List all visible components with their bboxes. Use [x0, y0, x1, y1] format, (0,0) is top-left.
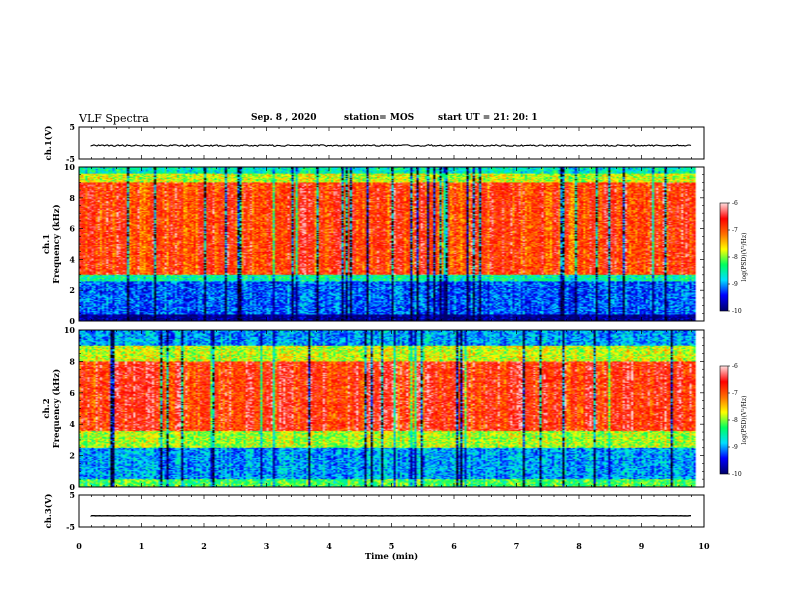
y-axis-label: ch.2 — [42, 398, 52, 418]
start-time-label: start UT = 21: 20: 1 — [438, 113, 538, 123]
y-tick-label: 2 — [69, 451, 75, 461]
x-tick-label: 6 — [451, 541, 457, 551]
x-axis-label: Time (min) — [365, 551, 418, 562]
colorbar-tick-label: -6 — [732, 363, 738, 370]
colorbar-tick-label: -9 — [732, 281, 738, 288]
x-tick-label: 3 — [264, 541, 270, 551]
y-tick-label: 5 — [69, 490, 75, 500]
y-axis-label: ch.3(V) — [43, 494, 54, 529]
colorbar-tick-label: -10 — [732, 471, 742, 478]
colorbar-tick-label: -8 — [732, 254, 738, 261]
x-tick-label: 0 — [76, 541, 82, 551]
y-tick-label: 4 — [69, 254, 75, 264]
y-tick-label: 6 — [69, 388, 75, 398]
y-tick-label: 10 — [64, 325, 76, 335]
x-tick-label: 4 — [326, 541, 332, 551]
y-tick-label: 6 — [69, 224, 75, 234]
y-axis-label: Frequency (kHz) — [51, 204, 62, 283]
figure-title: VLF Spectra — [79, 112, 149, 125]
x-tick-label: 8 — [576, 541, 582, 551]
y-axis-label: ch.1 — [42, 234, 52, 254]
colorbar-tick-label: -10 — [732, 308, 742, 315]
x-tick-label: 1 — [139, 541, 145, 551]
colorbar-tick-label: -7 — [732, 227, 738, 234]
y-tick-label: 10 — [64, 162, 76, 172]
colorbar-label: log(PSD)(V²/Hz) — [741, 396, 748, 445]
station-label: station= MOS — [344, 113, 414, 123]
colorbar-tick-label: -9 — [732, 444, 738, 451]
ch2-spectrogram-image — [79, 330, 704, 487]
ch1-spectrogram-colorbar — [720, 203, 728, 311]
colorbar-tick-label: -8 — [732, 417, 738, 424]
ch2-spectrogram-colorbar — [720, 366, 728, 474]
x-tick-label: 9 — [639, 541, 645, 551]
x-tick-label: 7 — [514, 541, 520, 551]
x-tick-label: 10 — [698, 541, 710, 551]
y-tick-label: 8 — [69, 356, 75, 366]
date-label: Sep. 8 , 2020 — [251, 113, 317, 123]
ch1-voltage-trace — [91, 145, 691, 147]
colorbar-label: log(PSD)(V²/Hz) — [741, 233, 748, 282]
y-tick-label: -5 — [66, 522, 75, 532]
colorbar-tick-label: -7 — [732, 390, 738, 397]
ch1-spectrogram-image — [79, 167, 704, 321]
y-axis-label: ch.1(V) — [43, 126, 54, 161]
colorbar-tick-label: -6 — [732, 200, 738, 207]
ch1-voltage-frame — [79, 127, 704, 159]
ch3-voltage-frame — [79, 495, 704, 527]
x-tick-label: 2 — [201, 541, 207, 551]
y-tick-label: 2 — [69, 285, 75, 295]
y-tick-label: 4 — [69, 419, 75, 429]
y-axis-label: Frequency (kHz) — [51, 369, 62, 448]
y-tick-label: 5 — [69, 122, 75, 132]
x-tick-label: 5 — [389, 541, 395, 551]
y-tick-label: 8 — [69, 193, 75, 203]
